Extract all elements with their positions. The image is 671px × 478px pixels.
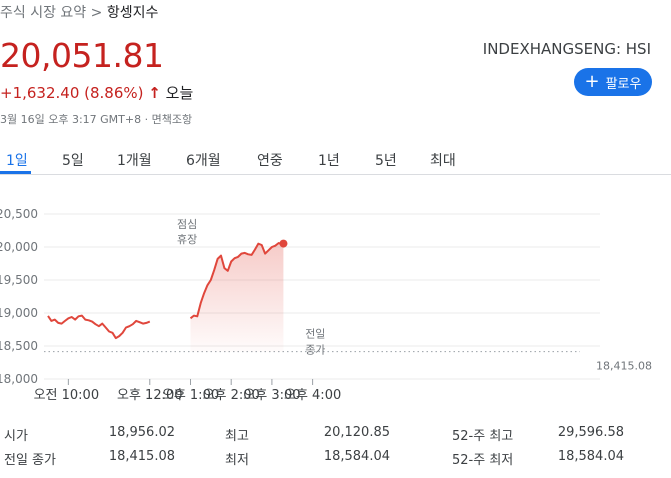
tab-max[interactable]: 최대 [430, 153, 456, 169]
y-tick-label: 18,000 [0, 372, 38, 386]
stat-value: 29,596.58 [557, 425, 624, 440]
x-tick-label: 오후 1:00 [162, 388, 219, 403]
range-tabs: 1일 5일 1개월 6개월 연중 1년 5년 최대 [0, 142, 671, 175]
tab-1d[interactable]: 1일 [6, 153, 28, 169]
arrow-up-icon: ↑ [148, 84, 161, 102]
prev-close-label-line1: 전일 [305, 327, 325, 341]
timestamp: 3월 16일 오후 3:17 GMT+8 · 면책조항 [0, 113, 193, 126]
stat-value: 18,956.02 [108, 425, 175, 440]
stat-value: 18,584.04 [323, 449, 390, 464]
lunch-break-label-line1: 점심 [177, 218, 197, 231]
stat-label: 52-주 최고 [452, 429, 514, 444]
stat-value: 18,584.04 [557, 449, 624, 464]
area-fill-afternoon [190, 243, 284, 352]
change-period: 오늘 [165, 84, 194, 102]
prev-close-value: 18,415.08 [596, 360, 652, 373]
lunch-break-label-line2: 휴장 [177, 233, 197, 246]
tab-1y[interactable]: 1년 [318, 153, 340, 169]
tab-ytd[interactable]: 연중 [257, 153, 283, 169]
current-price: 20,051.81 [0, 36, 164, 75]
x-tick-label: 오후 2:00 [203, 388, 260, 403]
follow-button[interactable]: + 팔로우 [574, 68, 652, 96]
breadcrumb-current: 항셍지수 [106, 5, 159, 21]
y-tick-label: 19,500 [0, 273, 38, 287]
price-chart[interactable]: 18,000 18,500 19,000 19,500 20,000 20,500 오전 1… [0, 178, 671, 408]
last-price-dot [279, 239, 288, 248]
x-tick-label: 오후 12:00 [117, 388, 183, 403]
follow-label: 팔로우 [605, 76, 642, 92]
prev-close-label-line2: 종가 [305, 344, 325, 357]
tab-5d[interactable]: 5일 [62, 153, 84, 169]
stat-value: 20,120.85 [323, 425, 390, 440]
tab-5y[interactable]: 5년 [375, 153, 397, 169]
series-line-afternoon [189, 242, 284, 320]
breadcrumb-separator: > [86, 5, 107, 21]
y-tick-label: 18,500 [0, 339, 38, 353]
ticker-symbol: INDEXHANGSENG: HSI [482, 40, 651, 58]
x-tick-label: 오후 4:00 [284, 388, 341, 403]
stat-value: 18,415.08 [108, 449, 175, 464]
x-tick-label: 오전 10:00 [34, 388, 100, 403]
active-tab-indicator [0, 171, 31, 174]
stat-label: 시가 [4, 429, 28, 444]
breadcrumb-parent-link[interactable]: 주식 시장 요약 [0, 5, 87, 21]
stat-label: 최저 [225, 453, 249, 468]
tab-1m[interactable]: 1개월 [117, 153, 152, 169]
stat-label: 52-주 최저 [452, 453, 514, 468]
x-tick-label: 오후 3:00 [243, 388, 300, 403]
tab-6m[interactable]: 6개월 [186, 153, 221, 169]
stat-label: 전일 종가 [4, 453, 56, 468]
series-line-morning [47, 314, 151, 340]
stat-label: 최고 [225, 429, 249, 444]
y-tick-label: 20,500 [0, 207, 38, 221]
plus-icon: + [584, 71, 600, 92]
y-tick-label: 19,000 [0, 306, 38, 320]
y-tick-label: 20,000 [0, 240, 38, 254]
price-change: +1,632.40 (8.86%) ↑ 오늘 [0, 82, 193, 103]
change-value: +1,632.40 (8.86%) [0, 84, 144, 102]
breadcrumb: 주식 시장 요약 > 항셍지수 [0, 2, 158, 22]
